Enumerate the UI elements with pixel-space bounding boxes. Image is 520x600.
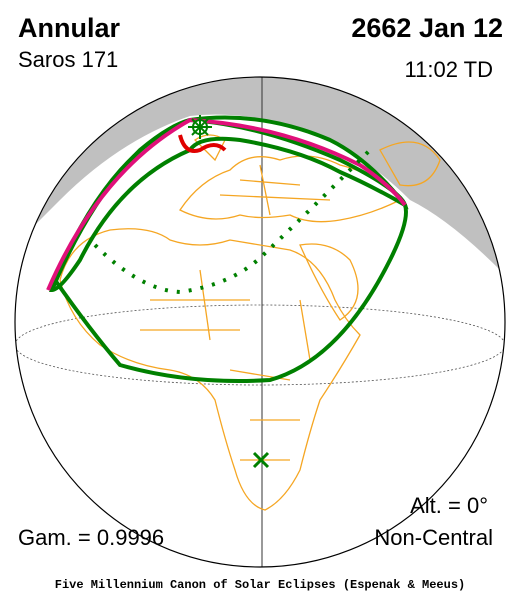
max-eclipse-curve: [46, 117, 407, 291]
greatest-eclipse-marker: [188, 115, 212, 139]
subsolar-marker: [252, 451, 270, 469]
equator: [15, 304, 505, 386]
globe-outline: [14, 76, 506, 568]
eclipse-type: Non-Central: [374, 525, 493, 550]
central-limit: [178, 134, 227, 153]
altitude: Alt. = 0°: [410, 493, 488, 518]
gamma: Gam. = 0.9996: [18, 525, 164, 550]
mid-eclipse-path: [93, 148, 372, 295]
globe: [15, 77, 505, 567]
saros: Saros 171: [18, 47, 118, 72]
credit: Five Millennium Canon of Solar Eclipses …: [55, 578, 465, 592]
time: 11:02 TD: [405, 57, 493, 82]
date: 2662 Jan 12: [351, 13, 503, 43]
eclipse-kind: Annular: [18, 13, 120, 43]
